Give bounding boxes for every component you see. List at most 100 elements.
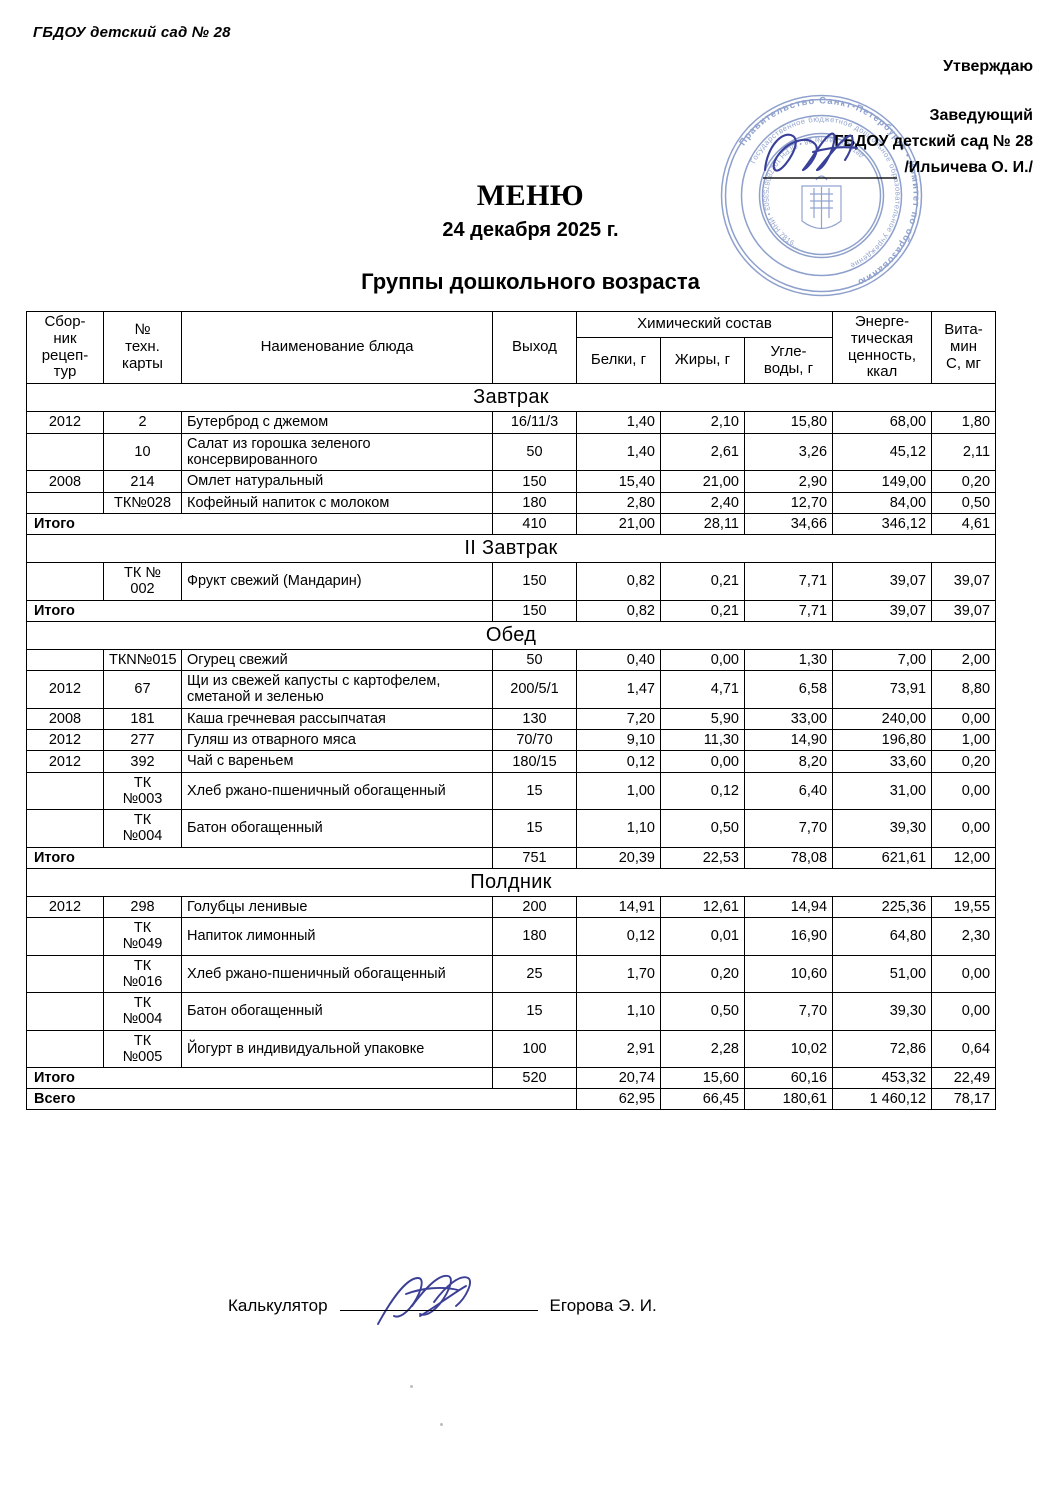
cell-belki: 0,40: [576, 648, 661, 671]
cell-tech-card: 277: [103, 729, 182, 752]
cell-tech-card: 10: [103, 432, 182, 472]
cell-dish-name: Каша гречневая рассыпчатая: [181, 707, 493, 731]
section-total-energy: 39,07: [832, 599, 933, 622]
table-row: ТК № 002 Фрукт свежий (Мандарин) 150 0,82 0,2…: [26, 562, 997, 601]
cell-yield: 15: [492, 809, 577, 848]
cell-vitc: 0,20: [931, 750, 997, 773]
meal-section-header: Завтрак: [25, 383, 997, 413]
cell-energy: 33,60: [832, 750, 933, 773]
cell-uglevody: 6,58: [743, 669, 834, 709]
cell-sbornik: [26, 771, 104, 811]
col-header-vitamin-c: Вита- мин С, мг: [931, 310, 997, 385]
cell-tech-card: ТК№028: [103, 491, 182, 515]
header-row-top: Сбор- ник рецеп- тур № техн. карты Наиме…: [26, 310, 997, 385]
cell-uglevody: 10,60: [743, 954, 834, 994]
table-row: 2012 277 Гуляш из отварного мяса 70/70 9,10 1…: [26, 729, 997, 752]
grand-total-uglevody: 180,61: [743, 1087, 834, 1110]
menu-table-container: Сбор- ник рецеп- тур № техн. карты Наиме…: [25, 310, 997, 1110]
cell-sbornik: 2012: [26, 669, 104, 709]
cell-sbornik: 2008: [26, 707, 104, 731]
section-total-row: Итого 410 21,00 28,11 34,66 346,12 4,61: [26, 513, 997, 536]
col-header-chemical-composition: Химический состав: [575, 310, 834, 339]
cell-tech-card: ТК № 002: [103, 562, 182, 601]
cell-yield: 150: [492, 470, 577, 493]
cell-uglevody: 16,90: [743, 917, 834, 956]
cell-zhiry: 0,50: [660, 809, 745, 848]
cell-vitc: 0,00: [931, 771, 997, 811]
cell-dish-name: Фрукт свежий (Мандарин): [181, 562, 493, 601]
cell-zhiry: 0,00: [660, 648, 745, 671]
cell-dish-name: Бутерброд с джемом: [181, 411, 493, 434]
cell-energy: 51,00: [832, 954, 933, 994]
section-total-belki: 21,00: [576, 513, 661, 536]
cell-tech-card: 181: [103, 707, 182, 731]
cell-zhiry: 0,20: [660, 954, 745, 994]
menu-date: 24 декабря 2025 г.: [442, 219, 619, 241]
col-header-sbornik: Сбор- ник рецеп- тур: [26, 310, 104, 385]
section-total-belki: 0,82: [576, 599, 661, 622]
cell-yield: 180: [492, 917, 577, 956]
cell-dish-name: Хлеб ржано-пшеничный обогащенный: [181, 771, 493, 811]
cell-sbornik: [26, 1029, 104, 1068]
menu-table-body: Завтрак 2012 2 Бутерброд с джемом 16/11/3 1,4…: [25, 383, 997, 1110]
cell-vitc: 0,50: [931, 491, 997, 515]
cell-sbornik: [26, 917, 104, 956]
cell-vitc: 19,55: [931, 895, 997, 919]
cell-tech-card: ТК №049: [103, 917, 182, 956]
cell-belki: 0,82: [576, 562, 661, 601]
col-header-yield: Выход: [492, 310, 577, 385]
grand-total-energy: 1 460,12: [832, 1087, 933, 1110]
cell-yield: 25: [492, 954, 577, 994]
approve-line-position: Заведующий: [929, 106, 1033, 124]
menu-table: Сбор- ник рецеп- тур № техн. карты Наиме…: [25, 310, 997, 1110]
section-total-uglevody: 60,16: [743, 1066, 834, 1089]
cell-sbornik: 2012: [26, 895, 104, 919]
col-header-energy: Энерге- тическая ценность, ккал: [832, 310, 933, 385]
cell-vitc: 2,11: [931, 432, 997, 472]
cell-yield: 130: [492, 707, 577, 731]
page-title: МЕНЮ: [476, 179, 585, 212]
cell-energy: 240,00: [832, 707, 933, 731]
cell-belki: 14,91: [576, 895, 661, 919]
grand-total-vitc: 78,17: [931, 1087, 997, 1110]
cell-dish-name: Голубцы ленивые: [181, 895, 493, 919]
section-total-row: Итого 520 20,74 15,60 60,16 453,32 22,49: [26, 1066, 997, 1089]
cell-belki: 2,80: [576, 491, 661, 515]
table-row: ТК №016 Хлеб ржано-пшеничный обогащенный 25…: [26, 954, 997, 994]
cell-dish-name: Йогурт в индивидуальной упаковке: [181, 1029, 493, 1068]
footer-person: Егорова Э. И.: [549, 1296, 657, 1315]
cell-sbornik: [26, 562, 104, 601]
cell-belki: 1,00: [576, 771, 661, 811]
cell-zhiry: 21,00: [660, 470, 745, 493]
menu-table-head: Сбор- ник рецеп- тур № техн. карты Наиме…: [26, 310, 997, 385]
cell-sbornik: [26, 491, 104, 515]
table-row: 2012 67 Щи из свежей капусты с картофелем,…: [26, 669, 997, 709]
cell-uglevody: 15,80: [743, 411, 834, 434]
section-total-yield: 751: [492, 846, 577, 869]
cell-tech-card: 298: [103, 895, 182, 919]
cell-uglevody: 2,90: [743, 470, 834, 493]
cell-tech-card: ТК №004: [103, 809, 182, 848]
cell-dish-name: Чай с вареньем: [181, 750, 493, 773]
cell-dish-name: Батон обогащенный: [181, 992, 493, 1031]
meal-section-title: II Завтрак: [25, 534, 997, 564]
cell-vitc: 8,80: [931, 669, 997, 709]
cell-energy: 39,30: [832, 809, 933, 848]
cell-tech-card: ТК №003: [103, 771, 182, 811]
cell-vitc: 39,07: [931, 562, 997, 601]
cell-sbornik: [26, 992, 104, 1031]
cell-belki: 1,10: [576, 809, 661, 848]
cell-dish-name: Гуляш из отварного мяса: [181, 729, 493, 752]
cell-yield: 150: [492, 562, 577, 601]
cell-yield: 15: [492, 992, 577, 1031]
meal-section-title: Обед: [25, 620, 997, 650]
cell-sbornik: [26, 648, 104, 671]
signature-rule: [339, 1295, 538, 1311]
cell-energy: 39,30: [832, 992, 933, 1031]
section-total-label: Итого: [26, 846, 493, 869]
section-total-label: Итого: [26, 599, 493, 622]
cell-energy: 149,00: [832, 470, 933, 493]
cell-zhiry: 11,30: [660, 729, 745, 752]
cell-energy: 84,00: [832, 491, 933, 515]
